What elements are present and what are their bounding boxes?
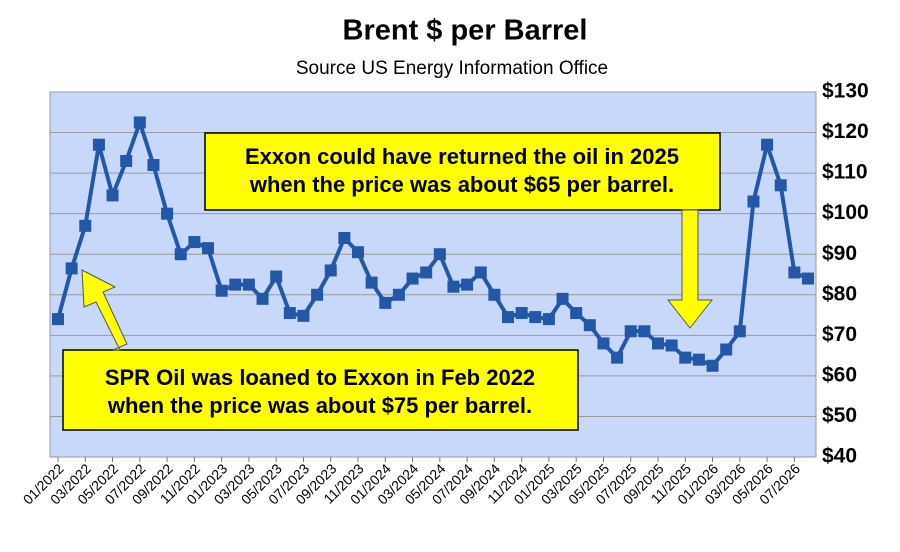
- data-point: [79, 219, 92, 232]
- data-point: [379, 296, 392, 309]
- data-point: [542, 313, 555, 326]
- data-point: [665, 339, 678, 352]
- data-point: [161, 207, 174, 220]
- data-point: [474, 266, 487, 279]
- data-point: [297, 309, 310, 322]
- data-point: [133, 116, 146, 129]
- data-point: [624, 325, 637, 338]
- data-point: [120, 154, 133, 167]
- data-point: [652, 337, 664, 350]
- data-point: [242, 278, 255, 291]
- data-point: [733, 325, 746, 338]
- data-point: [65, 262, 78, 275]
- y-tick-label: $60: [822, 363, 857, 386]
- annotation-text: Exxon could have returned the oil in 202…: [245, 144, 679, 169]
- data-point: [215, 284, 228, 297]
- data-point: [174, 248, 187, 261]
- data-point: [270, 270, 283, 283]
- y-tick-label: $80: [822, 282, 857, 305]
- data-point: [365, 276, 378, 289]
- annotation-box: [204, 132, 721, 211]
- annotation-text: SPR Oil was loaned to Exxon in Feb 2022: [105, 365, 535, 390]
- data-point: [52, 313, 64, 326]
- data-point: [324, 264, 337, 277]
- data-point: [392, 288, 405, 301]
- y-tick-label: $110: [822, 161, 868, 184]
- data-point: [802, 272, 814, 285]
- data-point: [311, 288, 324, 301]
- data-point: [774, 179, 787, 192]
- data-point: [502, 311, 514, 324]
- data-point: [461, 278, 474, 291]
- data-point: [188, 236, 201, 249]
- data-point: [515, 307, 528, 320]
- data-point: [406, 272, 419, 285]
- y-tick-label: $130: [822, 80, 869, 103]
- y-tick-label: $90: [822, 242, 857, 265]
- y-tick-label: $50: [822, 404, 857, 427]
- data-point: [447, 280, 460, 293]
- data-point: [583, 319, 596, 332]
- data-point: [611, 351, 624, 364]
- data-point: [92, 138, 105, 151]
- data-point: [420, 266, 433, 279]
- data-point: [556, 292, 569, 305]
- data-point: [761, 138, 774, 151]
- data-point: [788, 266, 801, 279]
- annotation-text: when the price was about $75 per barrel.: [107, 393, 532, 418]
- data-point: [256, 292, 269, 305]
- data-point: [679, 351, 692, 364]
- data-point: [529, 311, 542, 324]
- data-point: [147, 159, 160, 171]
- chart-subtitle: Source US Energy Information Office: [296, 58, 608, 79]
- annotation-box: [62, 349, 579, 431]
- annotation-arrow: [81, 269, 128, 351]
- data-point: [433, 248, 446, 261]
- data-point: [638, 325, 651, 338]
- data-point: [283, 307, 296, 320]
- data-point: [597, 337, 610, 350]
- data-point: [706, 359, 719, 372]
- data-point: [570, 307, 583, 320]
- data-point: [352, 246, 364, 259]
- data-point: [747, 195, 760, 208]
- data-point: [488, 288, 501, 301]
- annotation-arrow: [666, 209, 714, 329]
- annotation-text: when the price was about $65 per barrel.: [249, 172, 674, 197]
- data-point: [338, 232, 351, 244]
- data-point: [229, 278, 242, 291]
- data-point: [720, 343, 733, 356]
- chart-title: Brent $ per Barrel: [343, 15, 588, 47]
- y-tick-label: $120: [822, 120, 869, 143]
- data-point: [202, 242, 214, 255]
- y-tick-label: $40: [822, 445, 857, 468]
- data-point: [106, 189, 119, 202]
- y-tick-label: $100: [822, 201, 869, 224]
- y-tick-label: $70: [822, 323, 857, 346]
- data-point: [692, 353, 705, 366]
